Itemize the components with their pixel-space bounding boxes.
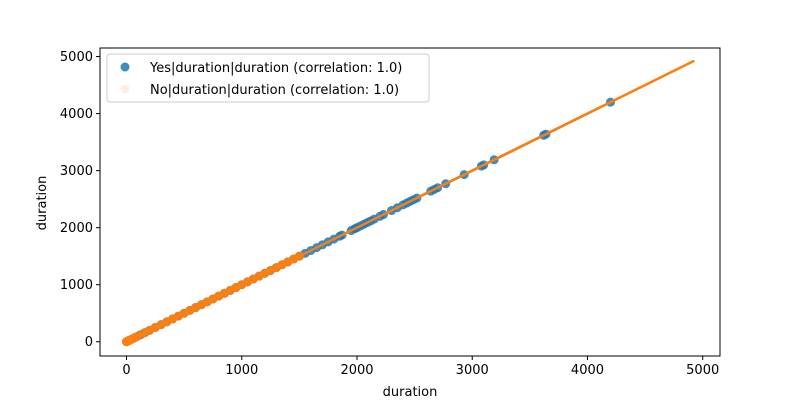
legend-label-yes: Yes|duration|duration (correlation: 1.0): [149, 61, 402, 76]
y-tick-label: 5000: [60, 50, 93, 65]
plot-area: [122, 59, 695, 347]
x-axis-label: duration: [383, 385, 438, 400]
y-tick-label: 0: [85, 335, 93, 350]
legend: Yes|duration|duration (correlation: 1.0)…: [106, 53, 430, 103]
x-tick-label: 1000: [225, 363, 258, 378]
axes-frame: [99, 47, 721, 357]
y-tick-label: 3000: [60, 164, 93, 179]
regression-line-no: [125, 59, 695, 343]
x-tick-label: 0: [122, 363, 130, 378]
x-tick-label: 4000: [571, 363, 604, 378]
legend-marker-no: [120, 84, 130, 94]
y-tick-label: 4000: [60, 107, 93, 122]
x-tick-label: 2000: [340, 363, 373, 378]
x-tick-label: 5000: [686, 363, 719, 378]
axes: 0 1000 2000 3000 4000 5000 0 1000 2000 3000 4000 50…: [60, 47, 721, 378]
y-tick-label: 2000: [60, 221, 93, 236]
y-tick-label: 1000: [60, 278, 93, 293]
x-tick-label: 3000: [456, 363, 489, 378]
legend-label-no: No|duration|duration (correlation: 1.0): [150, 83, 399, 98]
legend-frame: [106, 53, 430, 103]
y-axis-label: duration: [35, 176, 50, 231]
legend-marker-yes: [120, 62, 130, 72]
